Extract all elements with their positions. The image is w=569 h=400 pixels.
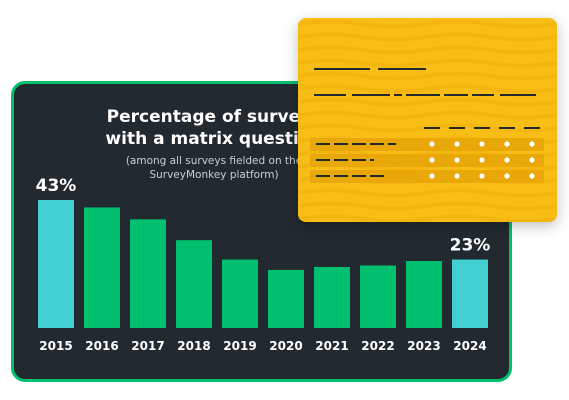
bar-2023 xyxy=(406,261,442,328)
radio-button-icon xyxy=(429,141,435,147)
bar-2017 xyxy=(130,219,166,328)
bar-2022 xyxy=(360,265,396,328)
matrix-form-graphic xyxy=(298,19,557,222)
bar-chart: 2015 43% 2016 2017 2018 2019 2020 2021 2022 2023 2… xyxy=(36,176,491,353)
x-tick-label-2022: 2022 xyxy=(361,339,394,353)
x-tick-label-2015: 2015 xyxy=(39,339,72,353)
radio-button-icon xyxy=(504,173,510,179)
chart-title-line-2: with a matrix question xyxy=(105,129,323,149)
chart-title: Percentage of surveys with a matrix ques… xyxy=(74,106,354,150)
radio-button-icon xyxy=(454,173,460,179)
chart-subtitle: (among all surveys fielded on the Survey… xyxy=(74,154,354,182)
radio-button-icon xyxy=(454,157,460,163)
x-tick-label-2018: 2018 xyxy=(177,339,210,353)
radio-button-icon xyxy=(454,141,460,147)
texture-wave xyxy=(298,97,557,107)
bar-2019 xyxy=(222,259,258,328)
bar-2024 xyxy=(452,259,488,328)
x-tick-label-2019: 2019 xyxy=(223,339,256,353)
x-tick-label-2021: 2021 xyxy=(315,339,348,353)
x-tick-label-2017: 2017 xyxy=(131,339,164,353)
bar-2016 xyxy=(84,207,120,328)
bar-2021 xyxy=(314,266,350,328)
texture-wave xyxy=(298,45,557,55)
texture-wave xyxy=(298,71,557,81)
radio-button-icon xyxy=(429,173,435,179)
bar-2020 xyxy=(268,269,304,328)
radio-button-icon xyxy=(479,157,485,163)
x-tick-label-2024: 2024 xyxy=(453,339,486,353)
radio-button-icon xyxy=(529,141,535,147)
x-tick-label-2023: 2023 xyxy=(407,339,440,353)
bar-2015 xyxy=(38,200,74,328)
radio-button-icon xyxy=(504,141,510,147)
bar-2018 xyxy=(176,240,212,328)
x-tick-label-2016: 2016 xyxy=(85,339,118,353)
x-tick-label-2020: 2020 xyxy=(269,339,302,353)
matrix-row-bg xyxy=(310,170,544,183)
chart-subtitle-line-2: SurveyMonkey platform) xyxy=(149,169,279,181)
radio-button-icon xyxy=(529,157,535,163)
texture-wave xyxy=(298,58,557,68)
texture-wave xyxy=(298,110,557,120)
texture-wave xyxy=(298,84,557,94)
texture-wave xyxy=(298,214,557,222)
radio-button-icon xyxy=(479,173,485,179)
data-label-2024: 23% xyxy=(450,236,491,256)
texture-wave xyxy=(298,188,557,198)
chart-title-line-1: Percentage of surveys xyxy=(106,107,322,127)
radio-button-icon xyxy=(504,157,510,163)
radio-button-icon xyxy=(529,173,535,179)
chart-subtitle-line-1: (among all surveys fielded on the xyxy=(125,155,303,167)
radio-button-icon xyxy=(479,141,485,147)
texture-wave xyxy=(298,19,557,29)
texture-wave xyxy=(298,201,557,211)
matrix-question-illustration xyxy=(298,18,557,222)
matrix-row-bg xyxy=(310,154,544,167)
radio-button-icon xyxy=(429,157,435,163)
texture-wave xyxy=(298,32,557,42)
matrix-row-bg xyxy=(310,138,544,151)
data-label-2015: 43% xyxy=(36,176,77,196)
